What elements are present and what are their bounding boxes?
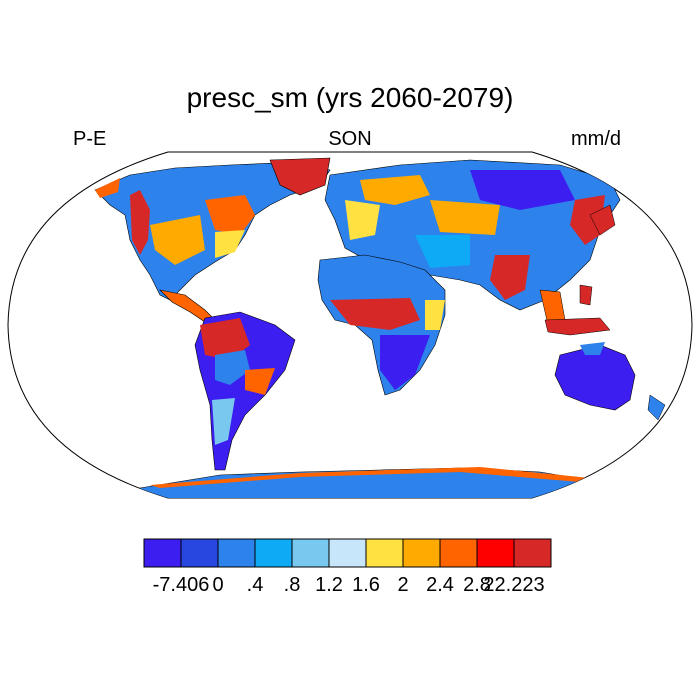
colorbar-box xyxy=(365,538,404,568)
colorbar-label: .4 xyxy=(247,574,264,596)
colorbar-box xyxy=(143,538,182,568)
na-northeast xyxy=(205,195,255,235)
siberia xyxy=(470,170,575,210)
africa-sahel xyxy=(330,298,420,330)
colorbar-box xyxy=(254,538,293,568)
colorbar-label: 0 xyxy=(212,574,223,596)
season-label: SON xyxy=(328,128,372,150)
colorbar-box xyxy=(476,538,515,568)
sa-amazon xyxy=(200,318,250,360)
colorbar-label: 2.4 xyxy=(426,574,454,596)
colorbar-label: .8 xyxy=(284,574,301,596)
greenland xyxy=(269,157,331,196)
europe-north xyxy=(360,175,430,205)
colorbar-label: 22.223 xyxy=(483,574,544,596)
colorbar-label: 2.8 xyxy=(463,574,491,596)
south-asia xyxy=(490,255,530,300)
europe-west xyxy=(345,200,380,240)
landmass-indonesia xyxy=(544,317,611,336)
colorbar-box xyxy=(513,538,552,568)
colorbar-label: -7.406 xyxy=(153,574,210,596)
landmass-japan xyxy=(589,204,616,236)
colorbar-label: 1.2 xyxy=(315,574,343,596)
landmass-australia xyxy=(554,344,636,411)
antarctica-coast xyxy=(150,467,590,488)
na-west-coast xyxy=(130,190,150,255)
sa-south-east xyxy=(245,368,275,395)
alaska-coast xyxy=(95,178,120,198)
na-east xyxy=(215,230,245,258)
landmass-philippines xyxy=(579,284,593,306)
variable-label: P-E xyxy=(73,128,107,150)
units-label: mm/d xyxy=(571,128,621,150)
map-title: presc_sm (yrs 2060-2079) xyxy=(186,82,514,113)
sa-interior xyxy=(215,350,250,385)
colorbar-box xyxy=(180,538,219,568)
central-asia xyxy=(430,200,500,235)
new-zealand xyxy=(647,394,666,421)
colorbar-box xyxy=(328,538,367,568)
colorbar-box xyxy=(402,538,441,568)
sa-south xyxy=(212,398,235,445)
colorbar-box xyxy=(439,538,478,568)
australia-north xyxy=(580,342,605,355)
middle-east xyxy=(415,235,470,268)
colorbar-label: 1.6 xyxy=(352,574,380,596)
colorbar-box xyxy=(217,538,256,568)
africa-south xyxy=(380,335,430,390)
colorbar-box xyxy=(291,538,330,568)
colorbar-label: 2 xyxy=(397,574,408,596)
east-asia-coast xyxy=(570,195,605,245)
na-plains xyxy=(150,215,205,265)
africa-east xyxy=(425,300,445,330)
